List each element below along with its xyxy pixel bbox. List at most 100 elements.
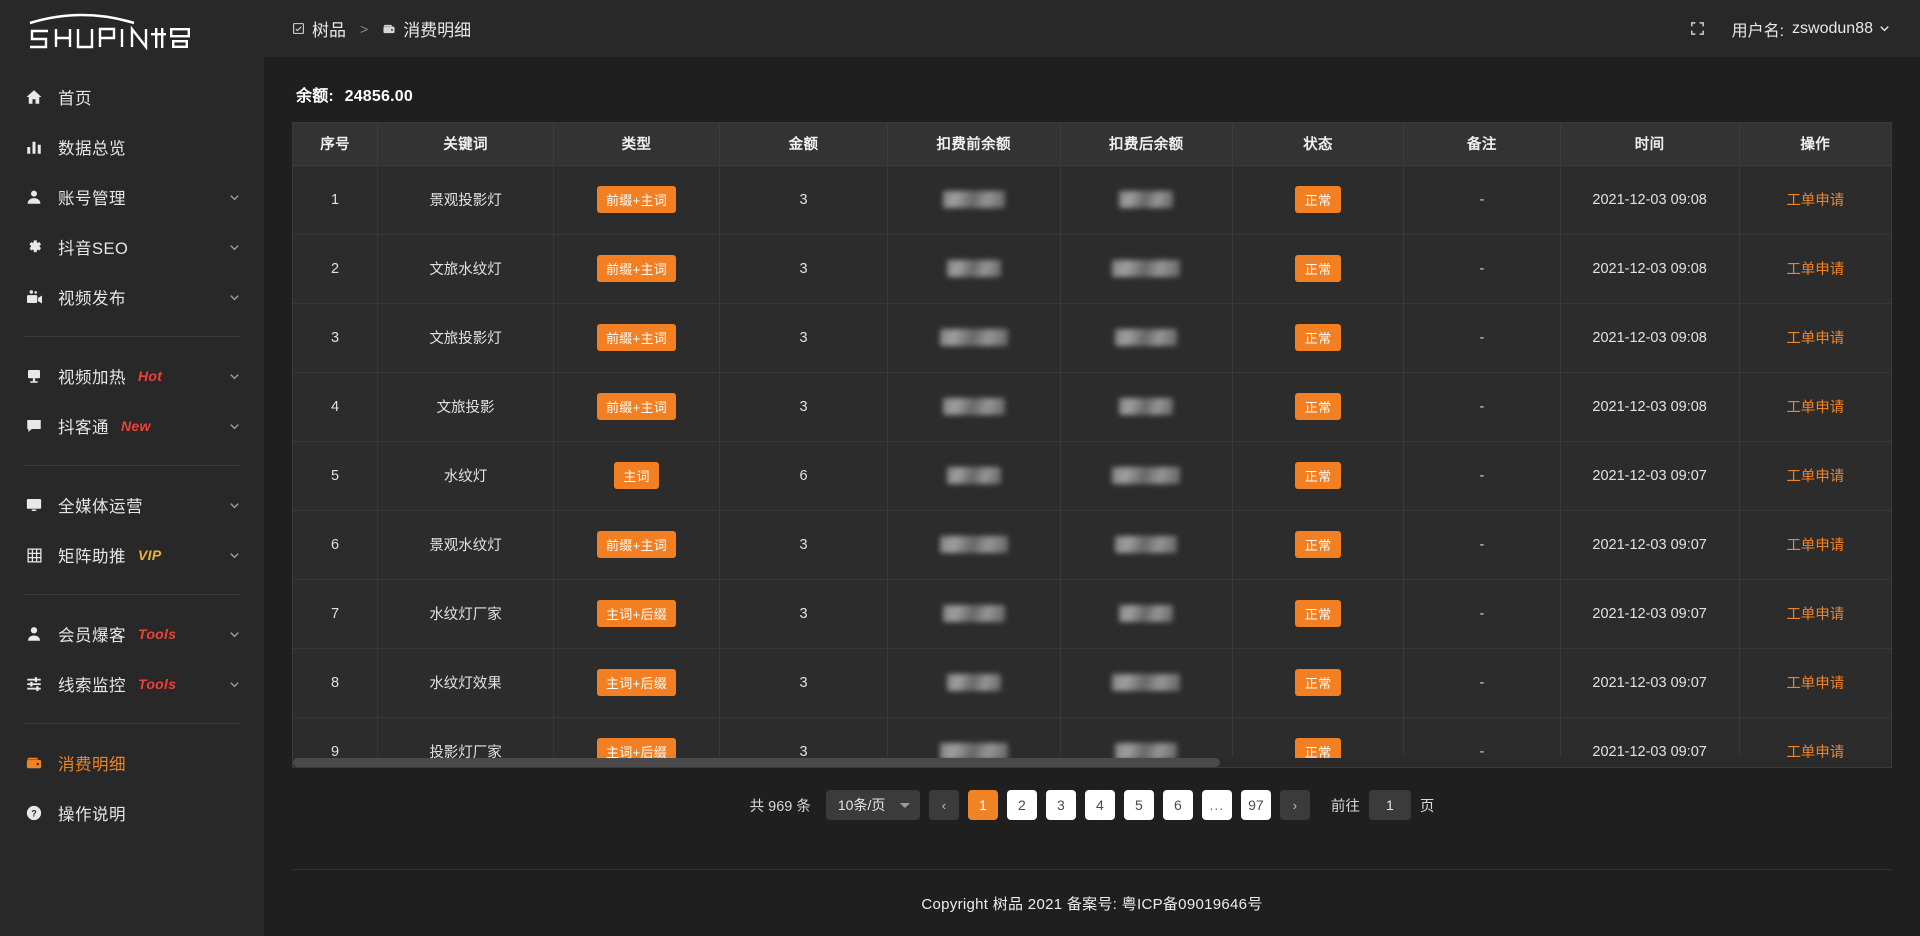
cell-type: 前缀+主词 (553, 234, 721, 304)
cell-action[interactable]: 工单申请 (1739, 648, 1891, 718)
work-order-link[interactable]: 工单申请 (1786, 538, 1845, 554)
type-badge: 主词+后缀 (597, 669, 677, 696)
pagination-page-4[interactable]: 4 (1084, 790, 1115, 820)
cell-keyword: 文旅水纹灯 (377, 234, 554, 304)
row-time: 2021-12-03 09:07 (1592, 467, 1707, 484)
cell-status: 正常 (1232, 234, 1405, 304)
cell-time: 2021-12-03 09:08 (1560, 303, 1740, 373)
col-keyword: 关键词 (377, 123, 554, 166)
col-no: 序号 (293, 123, 379, 166)
fullscreen-icon[interactable] (1689, 20, 1706, 37)
row-time: 2021-12-03 09:08 (1592, 260, 1707, 277)
user-menu[interactable]: 用户名: zswodun88 (1732, 17, 1892, 41)
row-index: 6 (331, 536, 340, 553)
cell-remark: - (1403, 303, 1561, 373)
cell-balance-before (887, 579, 1061, 649)
cell-action[interactable]: 工单申请 (1739, 165, 1891, 235)
sidebar-item-home[interactable]: 首页 (0, 72, 264, 122)
breadcrumb-current[interactable]: 消费明细 (382, 16, 471, 41)
cell-keyword: 文旅投影灯 (377, 303, 554, 373)
row-time: 2021-12-03 09:07 (1592, 674, 1707, 691)
cell-action[interactable]: 工单申请 (1739, 441, 1891, 511)
pagination-page-3[interactable]: 3 (1045, 790, 1076, 820)
work-order-link[interactable]: 工单申请 (1786, 262, 1845, 278)
row-time: 2021-12-03 09:07 (1592, 743, 1707, 760)
redacted-value (1112, 467, 1181, 484)
cell-action[interactable]: 工单申请 (1739, 234, 1891, 304)
chevron-down-icon (1877, 21, 1892, 36)
pagination-prev[interactable]: ‹ (928, 790, 959, 820)
table-row: 4 文旅投影 前缀+主词 3 正常 - 2021-12-03 09:08 工单申请 (293, 372, 1891, 442)
pagination-page-97[interactable]: 97 (1240, 790, 1271, 820)
cell-keyword: 水纹灯厂家 (377, 579, 554, 649)
work-order-link[interactable]: 工单申请 (1786, 400, 1845, 416)
table-row: 8 水纹灯效果 主词+后缀 3 正常 - 2021-12-03 09:07 工单申请 (293, 648, 1891, 718)
sidebar-item-douyin-seo[interactable]: 抖音SEO (0, 222, 264, 272)
chevron-down-icon (227, 627, 242, 642)
work-order-link[interactable]: 工单申请 (1786, 193, 1845, 209)
breadcrumb-root[interactable]: 树品 (292, 16, 346, 41)
home-icon (24, 87, 44, 107)
status-badge: 正常 (1294, 186, 1342, 213)
cell-amount: 6 (719, 441, 888, 511)
row-keyword: 水纹灯厂家 (429, 607, 502, 623)
col-action: 操作 (1739, 123, 1891, 166)
row-index: 7 (331, 605, 340, 622)
sidebar-item-video-publish[interactable]: 视频发布 (0, 272, 264, 322)
pagination-next[interactable]: › (1279, 790, 1310, 820)
pagination-page-5[interactable]: 5 (1123, 790, 1154, 820)
cell-action[interactable]: 工单申请 (1739, 303, 1891, 373)
col-amount: 金额 (719, 123, 888, 166)
brand-logo[interactable] (0, 0, 264, 58)
cell-type: 主词+后缀 (553, 579, 721, 649)
monitor-icon (24, 495, 44, 515)
table-horizontal-scrollbar[interactable] (293, 758, 1891, 767)
sidebar-item-clue-monitor[interactable]: 线索监控 Tools (0, 659, 264, 709)
work-order-link[interactable]: 工单申请 (1786, 607, 1845, 623)
sidebar-item-matrix[interactable]: 矩阵助推 VIP (0, 530, 264, 580)
pagination-page-1[interactable]: 1 (967, 790, 998, 820)
row-amount: 3 (799, 260, 808, 277)
work-order-link[interactable]: 工单申请 (1786, 331, 1845, 347)
pagination-ellipsis[interactable]: ... (1201, 790, 1232, 820)
cell-time: 2021-12-03 09:07 (1560, 579, 1740, 649)
sidebar-item-account[interactable]: 账号管理 (0, 172, 264, 222)
cell-balance-after (1060, 648, 1234, 718)
sidebar-item-video-heat[interactable]: 视频加热 Hot (0, 351, 264, 401)
scrollbar-thumb[interactable] (293, 758, 1220, 767)
row-index: 2 (331, 260, 340, 277)
sidebar-item-data-overview[interactable]: 数据总览 (0, 122, 264, 172)
cell-balance-after (1060, 441, 1234, 511)
work-order-link[interactable]: 工单申请 (1786, 745, 1845, 761)
row-amount: 6 (799, 467, 808, 484)
sidebar-item-member[interactable]: 会员爆客 Tools (0, 609, 264, 659)
pagination-jump-input[interactable] (1368, 790, 1411, 820)
sidebar-item-douketong[interactable]: 抖客通 New (0, 401, 264, 451)
sidebar-item-consume-detail[interactable]: 消费明细 (0, 738, 264, 788)
type-badge: 前缀+主词 (597, 531, 677, 558)
cell-action[interactable]: 工单申请 (1739, 372, 1891, 442)
page-size-select[interactable]: 10条/页20条/页50条/页100条/页 (825, 790, 920, 820)
cell-keyword: 景观水纹灯 (377, 510, 554, 580)
cell-action[interactable]: 工单申请 (1739, 510, 1891, 580)
grid-icon (24, 545, 44, 565)
sidebar-item-omni-media[interactable]: 全媒体运营 (0, 480, 264, 530)
status-badge: 正常 (1294, 600, 1342, 627)
user-label: 用户名: (1731, 22, 1785, 40)
work-order-link[interactable]: 工单申请 (1786, 676, 1845, 692)
chat-icon (24, 416, 44, 436)
cell-status: 正常 (1232, 648, 1405, 718)
sidebar-item-badge: Tools (138, 676, 177, 692)
cell-balance-after (1060, 234, 1234, 304)
cell-action[interactable]: 工单申请 (1739, 579, 1891, 649)
redacted-value (946, 674, 1001, 691)
bar-chart-icon (24, 137, 44, 157)
pagination-page-6[interactable]: 6 (1162, 790, 1193, 820)
sidebar-item-help[interactable]: ? 操作说明 (0, 788, 264, 838)
cell-time: 2021-12-03 09:08 (1560, 234, 1740, 304)
cell-balance-before (887, 303, 1061, 373)
pagination-jump-unit: 页 (1419, 798, 1435, 815)
work-order-link[interactable]: 工单申请 (1786, 469, 1845, 485)
redacted-value (939, 329, 1008, 346)
pagination-page-2[interactable]: 2 (1006, 790, 1037, 820)
